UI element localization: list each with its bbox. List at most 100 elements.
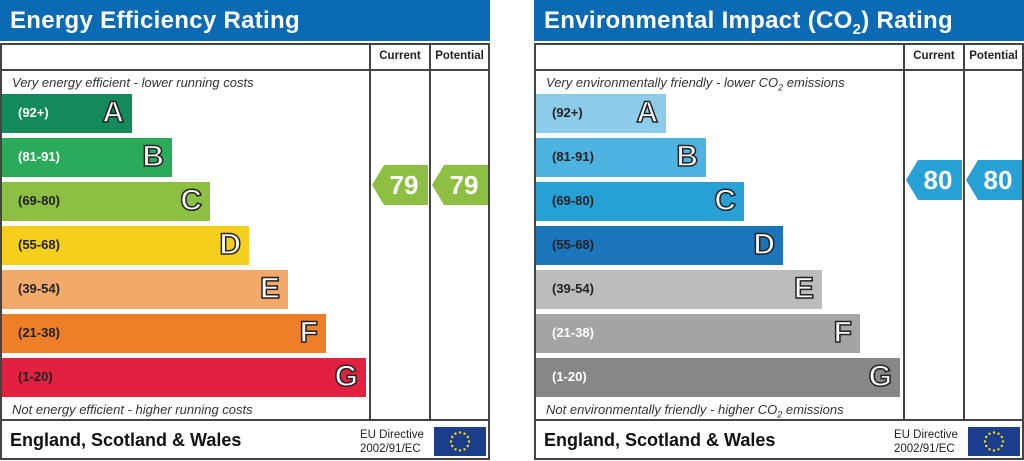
band-d: (55-68) D	[536, 226, 783, 265]
band-g: (1-20) G	[2, 358, 366, 397]
current-header: Current	[379, 50, 421, 62]
star	[997, 432, 1000, 435]
eu-flag-icon	[434, 427, 486, 456]
directive-line1: EU Directive	[360, 429, 424, 441]
band-letter: C	[180, 183, 203, 218]
band-a: (92+) A	[536, 94, 666, 133]
band-f: (21-38) F	[2, 314, 326, 353]
band-b: (81-91) B	[536, 138, 706, 177]
potential-rating-arrow: 80	[966, 160, 1022, 200]
band-e: (39-54) E	[2, 270, 288, 309]
star	[985, 444, 988, 448]
band-range: (55-68)	[18, 237, 60, 252]
band-letter: B	[142, 139, 165, 174]
eu-stars	[449, 431, 471, 452]
band-c: (69-80) C	[2, 182, 210, 221]
rating-box: Current Potential Very energy efficient …	[0, 43, 490, 460]
bottom-note: Not environmentally friendly - higher CO…	[546, 402, 844, 420]
band-g: (1-20) G	[536, 358, 900, 397]
band-e: (39-54) E	[536, 270, 822, 309]
note-text: Not environmentally friendly - higher CO	[546, 402, 778, 417]
star	[463, 432, 466, 435]
eu-directive: EU Directive 2002/91/EC	[360, 428, 424, 456]
energy-efficiency-panel: Energy Efficiency Rating Current Potenti…	[0, 0, 490, 460]
star	[1001, 440, 1005, 443]
star	[983, 440, 987, 443]
band-letter: G	[868, 359, 893, 394]
star	[467, 440, 471, 443]
top-note: Very energy efficient - lower running co…	[12, 75, 254, 90]
star	[992, 449, 996, 452]
band-a: (92+) A	[2, 94, 132, 133]
title-text: Energy Efficiency Rating	[10, 7, 300, 34]
band-range: (55-68)	[552, 237, 594, 252]
bottom-note: Not energy efficient - higher running co…	[12, 402, 253, 417]
star	[997, 448, 1000, 451]
band-letter: G	[334, 359, 359, 394]
divider	[903, 45, 905, 421]
directive-line2: 2002/91/EC	[894, 443, 955, 455]
band-letter: D	[219, 227, 242, 262]
band-range: (69-80)	[552, 193, 594, 208]
star	[458, 449, 462, 452]
divider	[963, 45, 965, 421]
band-b: (81-91) B	[2, 138, 172, 177]
panel-title: Environmental Impact (CO2) Rating	[534, 0, 1024, 41]
note-sub: 2	[778, 82, 784, 93]
band-letter: A	[636, 95, 659, 130]
band-letter: F	[833, 315, 853, 350]
star	[466, 435, 469, 439]
note-text-end: emissions	[782, 402, 844, 417]
star	[1000, 444, 1003, 448]
directive-line2: 2002/91/EC	[360, 443, 421, 455]
title-text-end: ) Rating	[861, 7, 953, 34]
band-letter: E	[259, 271, 281, 306]
band-d: (55-68) D	[2, 226, 249, 265]
star	[1000, 435, 1003, 439]
panel-title: Energy Efficiency Rating	[0, 0, 490, 41]
band-letter: E	[793, 271, 815, 306]
divider	[536, 69, 1022, 71]
eu-stars	[983, 431, 1005, 452]
band-range: (21-38)	[18, 325, 60, 340]
band-range: (1-20)	[18, 369, 53, 384]
region-label: England, Scotland & Wales	[10, 430, 242, 450]
star	[992, 431, 996, 434]
star	[988, 432, 991, 435]
current-rating-arrow: 80	[906, 160, 962, 200]
star	[466, 444, 469, 448]
star	[449, 440, 453, 443]
star	[451, 435, 454, 439]
environmental-impact-panel: Environmental Impact (CO2) Rating Curren…	[534, 0, 1024, 460]
divider	[2, 419, 488, 421]
current-rating-arrow: 79	[372, 165, 428, 205]
title-sub: 2	[852, 20, 862, 38]
divider	[536, 419, 1022, 421]
band-range: (81-91)	[18, 149, 60, 164]
band-letter: F	[299, 315, 319, 350]
potential-header: Potential	[969, 50, 1018, 62]
band-letter: C	[714, 183, 737, 218]
band-range: (81-91)	[552, 149, 594, 164]
title-text: Environmental Impact (CO	[544, 7, 853, 34]
band-range: (39-54)	[18, 281, 60, 296]
band-range: (92+)	[552, 105, 583, 120]
star	[458, 431, 462, 434]
star	[463, 448, 466, 451]
star	[988, 448, 991, 451]
band-range: (1-20)	[552, 369, 587, 384]
band-letter: A	[102, 95, 125, 130]
eu-directive: EU Directive 2002/91/EC	[894, 428, 958, 456]
rating-box: Current Potential Very environmentally f…	[534, 43, 1024, 460]
star	[985, 435, 988, 439]
directive-line1: EU Directive	[894, 429, 958, 441]
band-letter: B	[676, 139, 699, 174]
note-sub: 2	[777, 409, 783, 420]
band-letter: D	[753, 227, 776, 262]
note-text: Very environmentally friendly - lower CO	[546, 75, 779, 90]
region-label: England, Scotland & Wales	[544, 430, 776, 450]
current-header: Current	[913, 50, 955, 62]
top-note: Very environmentally friendly - lower CO…	[546, 75, 845, 93]
band-range: (21-38)	[552, 325, 594, 340]
star	[454, 448, 457, 451]
